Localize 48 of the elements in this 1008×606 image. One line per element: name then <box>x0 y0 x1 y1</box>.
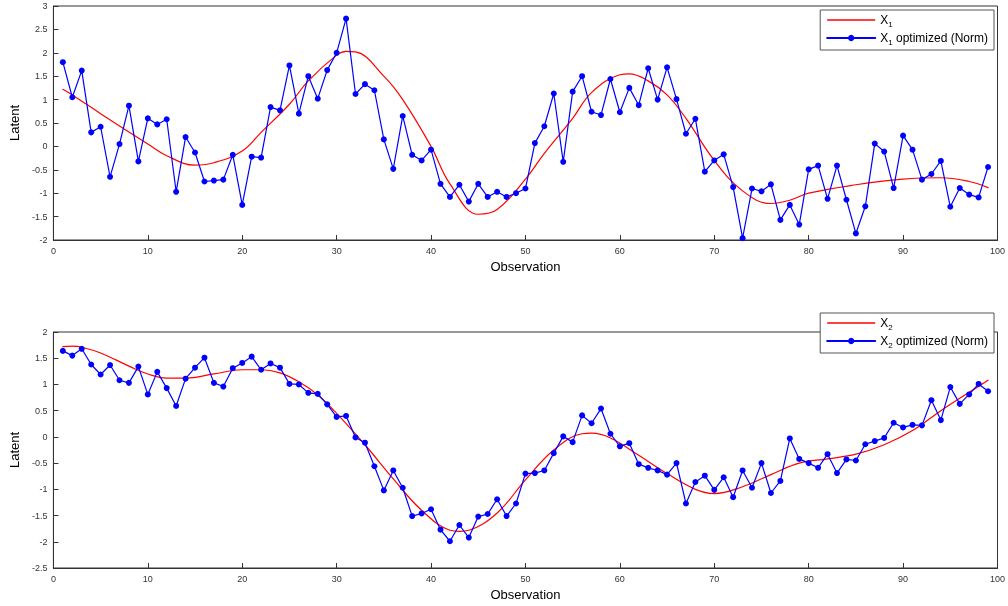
x-tick-label: 70 <box>709 245 720 256</box>
x-tick-label: 70 <box>709 573 720 584</box>
x-tick-label: 20 <box>237 245 248 256</box>
x-tick-label: 40 <box>426 245 437 256</box>
x-tick-label: 100 <box>989 573 1006 584</box>
y-tick-label: 2.5 <box>34 24 48 35</box>
y-tick-label: 2 <box>42 327 48 337</box>
x-tick-label: 30 <box>331 245 342 256</box>
y-tick-label: 3 <box>42 1 48 11</box>
x-tick-label: 20 <box>237 573 248 584</box>
y-tick-label: -1 <box>39 484 48 495</box>
x-tick-label: 60 <box>614 573 625 584</box>
y-tick-label: -1.5 <box>31 510 48 521</box>
x-tick-label: 60 <box>614 245 625 256</box>
x-tick-label: 0 <box>50 245 56 256</box>
y-tick-label: 0.5 <box>34 405 48 416</box>
x-tick-label: 100 <box>989 245 1006 256</box>
y-tick-label: -2 <box>39 235 48 245</box>
y-tick-label: -0.5 <box>31 458 48 469</box>
y-tick-label: -2 <box>39 536 48 547</box>
x-tick-label: 90 <box>898 573 909 584</box>
x-tick-label: 50 <box>520 573 531 584</box>
x-tick-label: 10 <box>142 245 153 256</box>
y-tick-label: 1.5 <box>34 71 48 82</box>
y-tick-label: 2 <box>42 47 48 58</box>
y-tick-label: 0 <box>42 431 48 442</box>
y-tick-label: 0 <box>42 141 48 152</box>
y-tick-label: -0.5 <box>31 164 48 175</box>
x-tick-label: 90 <box>898 245 909 256</box>
x-tick-label: 80 <box>803 573 814 584</box>
x-tick-label: 80 <box>803 245 814 256</box>
y-tick-label: -1.5 <box>31 211 48 222</box>
y-tick-label: 1 <box>42 379 48 390</box>
y-tick-label: -1 <box>39 188 48 199</box>
x-tick-label: 50 <box>520 245 531 256</box>
line-series <box>62 50 989 215</box>
x-tick-label: 40 <box>426 573 437 584</box>
y-axis-title: Latent <box>7 431 22 469</box>
y-tick-label: -2.5 <box>31 563 48 573</box>
y-tick-label: 0.5 <box>34 118 48 128</box>
y-tick-label: 1.5 <box>34 353 48 364</box>
x-axis-title: Observation <box>490 259 561 274</box>
x-tick-label: 10 <box>142 573 153 584</box>
y-tick-label: 1 <box>42 94 48 105</box>
x-axis-title: Observation <box>490 587 561 602</box>
y-axis-title: Latent <box>7 104 22 142</box>
x-tick-label: 30 <box>331 573 342 584</box>
x-tick-label: 0 <box>50 573 56 584</box>
